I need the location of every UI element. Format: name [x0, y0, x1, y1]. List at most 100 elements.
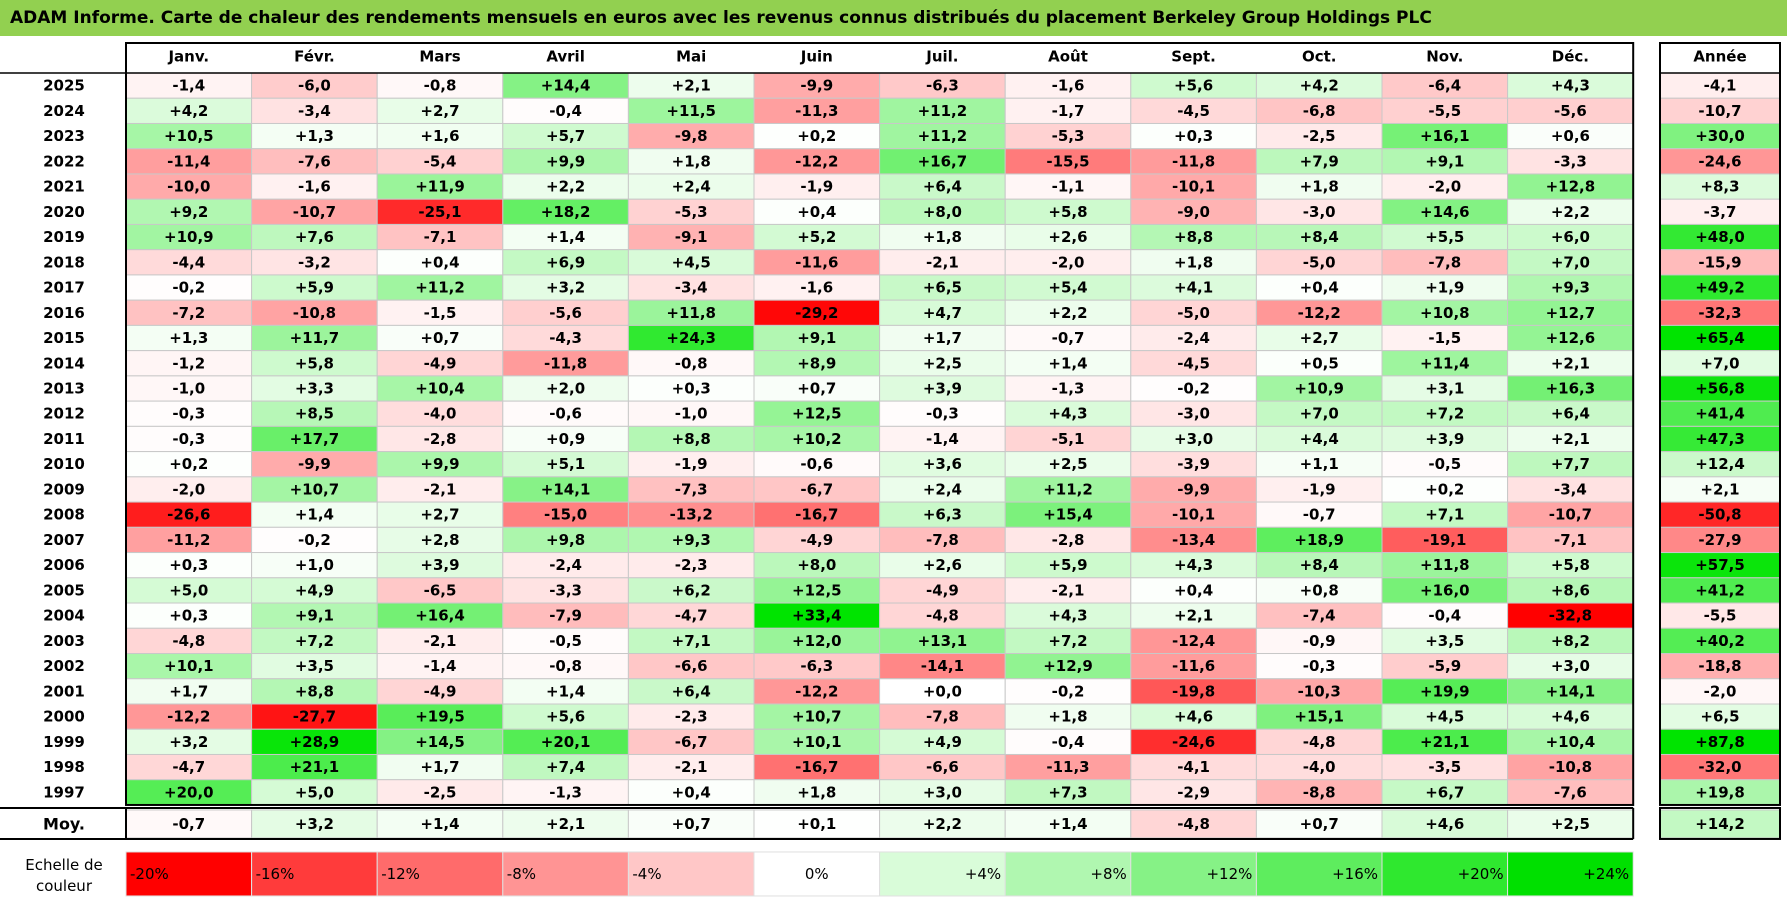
heatmap-cell — [251, 602, 378, 629]
annual-total-value: -15,9 — [1698, 253, 1741, 271]
heatmap-cell — [1381, 122, 1509, 150]
annual-total-cell — [1659, 274, 1781, 301]
cell-value: +10,7 — [290, 480, 340, 498]
heatmap-cell — [125, 72, 253, 99]
heatmap-cell — [1507, 274, 1634, 301]
cell-value: -1,5 — [424, 304, 457, 322]
heatmap-cell — [376, 97, 504, 124]
heatmap-cell — [753, 678, 881, 705]
cell-value: +6,9 — [546, 253, 585, 271]
scale-label: +24% — [1583, 865, 1629, 883]
heatmap-cell — [1004, 602, 1132, 629]
row-year-label: 2000 — [43, 708, 85, 726]
heatmap-cell — [1381, 350, 1509, 377]
cell-value: -24,6 — [1172, 733, 1215, 751]
cell-value: +5,9 — [295, 279, 334, 297]
heatmap-cell — [879, 627, 1006, 655]
scale-label: 0% — [805, 865, 829, 883]
scale-swatch — [251, 851, 378, 897]
cell-value: +11,7 — [290, 329, 340, 347]
average-value: +0,1 — [797, 815, 836, 833]
cell-value: +2,5 — [923, 354, 962, 372]
cell-value: -1,9 — [675, 455, 708, 473]
heatmap-cell — [376, 753, 504, 781]
row-year-label: 2013 — [43, 380, 85, 398]
heatmap-cell — [1381, 653, 1509, 680]
cell-value: -3,4 — [675, 279, 708, 297]
cell-value: -4,3 — [549, 329, 582, 347]
cell-value: -7,1 — [424, 228, 457, 246]
heatmap-cell — [627, 249, 755, 276]
heatmap-cell — [1381, 552, 1509, 579]
cell-value: +2,1 — [672, 77, 711, 95]
heatmap-cell — [1255, 274, 1383, 301]
cell-value: -7,1 — [1554, 531, 1587, 549]
heatmap-cell — [627, 526, 755, 554]
annual-total-value: -32,3 — [1698, 304, 1741, 322]
cell-value: -1,6 — [298, 178, 331, 196]
cell-value: -3,2 — [298, 253, 331, 271]
heatmap-cell — [502, 97, 629, 124]
heatmap-cell — [251, 627, 378, 655]
cell-value: -7,4 — [1303, 607, 1336, 625]
cell-value: +1,9 — [1425, 279, 1464, 297]
cell-value: -3,4 — [298, 102, 331, 120]
cell-value: +8,8 — [672, 430, 711, 448]
cell-value: +5,6 — [546, 708, 585, 726]
cell-value: -6,5 — [424, 581, 457, 599]
cell-value: +8,4 — [1300, 556, 1339, 574]
cell-value: -2,3 — [675, 556, 708, 574]
cell-value: -4,8 — [926, 607, 959, 625]
cell-value: +5,6 — [1174, 77, 1213, 95]
cell-value: +12,7 — [1546, 304, 1596, 322]
cell-value: -14,1 — [921, 657, 964, 675]
cell-value: -11,6 — [1172, 657, 1215, 675]
scale-label: +8% — [1090, 865, 1126, 883]
average-total-frame — [1659, 806, 1781, 840]
chart-title: ADAM Informe. Carte de chaleur des rende… — [0, 0, 1787, 36]
heatmap-cell — [251, 249, 378, 276]
cell-value: +9,1 — [295, 607, 334, 625]
cell-value: +20,0 — [164, 783, 214, 801]
cell-value: +0,5 — [1300, 354, 1339, 372]
cell-value: +20,1 — [541, 733, 591, 751]
heatmap-cell — [251, 400, 378, 427]
cell-value: +7,4 — [546, 758, 585, 776]
annual-total-value: -3,7 — [1704, 203, 1737, 221]
cell-value: +5,7 — [546, 127, 585, 145]
heatmap-cell — [1255, 249, 1383, 276]
heatmap-cell — [1130, 627, 1257, 655]
heatmap-cell — [627, 173, 755, 200]
average-cell — [879, 809, 1006, 839]
cell-value: +1,6 — [420, 127, 459, 145]
heatmap-cell — [376, 122, 504, 150]
heatmap-cell — [1507, 425, 1634, 453]
cell-value: -4,5 — [1177, 102, 1210, 120]
annual-total-value: +65,4 — [1695, 329, 1745, 347]
cell-value: +7,2 — [1048, 632, 1087, 650]
cell-value: +0,2 — [169, 455, 208, 473]
cell-value: +11,5 — [666, 102, 716, 120]
cell-value: +10,5 — [164, 127, 214, 145]
heatmap-cell — [502, 299, 629, 326]
heatmap-cell — [125, 779, 253, 806]
heatmap-cell — [502, 728, 629, 755]
cell-value: +7,0 — [1300, 405, 1339, 423]
heatmap-cell — [125, 627, 253, 655]
row-year-label: 2016 — [43, 304, 85, 322]
heatmap-cell — [251, 173, 378, 200]
annual-total-cell — [1659, 350, 1781, 377]
cell-value: -1,3 — [549, 783, 582, 801]
cell-value: +6,3 — [923, 506, 962, 524]
heatmap-cell — [1255, 97, 1383, 124]
heatmap-cell — [1130, 501, 1257, 528]
heatmap-cell — [627, 451, 755, 478]
heatmap-cell — [1255, 72, 1383, 99]
heatmap-cell — [125, 476, 253, 503]
heatmap-cell — [1507, 299, 1634, 326]
cell-value: +10,9 — [164, 228, 214, 246]
cell-value: +5,0 — [169, 581, 208, 599]
cell-value: +4,6 — [1174, 708, 1213, 726]
annual-total-value: -4,1 — [1704, 77, 1737, 95]
